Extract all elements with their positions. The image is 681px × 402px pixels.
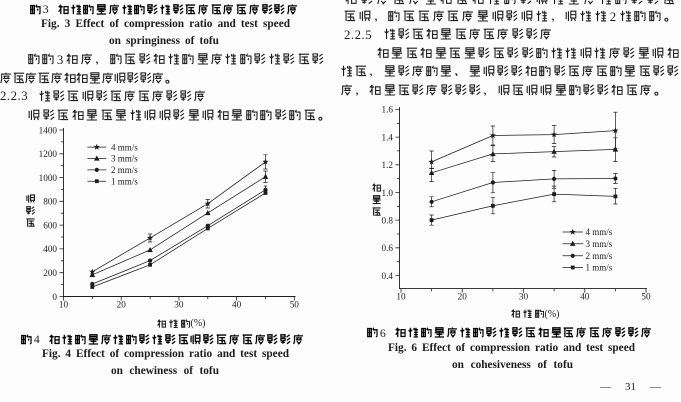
svg-text:400: 400 — [43, 244, 57, 254]
svg-text:0.8: 0.8 — [382, 215, 394, 225]
svg-text:2 mm/s: 2 mm/s — [111, 165, 138, 175]
svg-text:3 mm/s: 3 mm/s — [111, 154, 138, 164]
svg-text:30: 30 — [174, 300, 184, 310]
svg-text:20: 20 — [458, 292, 468, 302]
svg-text:40: 40 — [232, 300, 242, 310]
svg-text:40: 40 — [580, 292, 590, 302]
svg-text:1.0: 1.0 — [382, 188, 394, 198]
svg-text:50: 50 — [641, 292, 651, 302]
svg-text:10: 10 — [396, 292, 406, 302]
svg-text:0.6: 0.6 — [382, 243, 394, 253]
svg-text:1.4: 1.4 — [382, 132, 394, 142]
svg-text:1.6: 1.6 — [382, 105, 394, 115]
svg-text:800: 800 — [43, 197, 57, 207]
svg-text:4 mm/s: 4 mm/s — [586, 227, 613, 237]
svg-text:30: 30 — [519, 292, 529, 302]
svg-text:50: 50 — [290, 300, 300, 310]
svg-text:1 mm/s: 1 mm/s — [586, 263, 613, 273]
svg-text:200: 200 — [43, 268, 57, 278]
svg-text:600: 600 — [43, 220, 57, 230]
svg-text:0: 0 — [52, 292, 57, 302]
svg-text:20: 20 — [117, 300, 127, 310]
svg-text:1000: 1000 — [39, 173, 58, 183]
svg-text:2 mm/s: 2 mm/s — [586, 251, 613, 261]
svg-text:3 mm/s: 3 mm/s — [586, 239, 613, 249]
svg-text:1400: 1400 — [39, 125, 58, 135]
svg-text:1200: 1200 — [39, 149, 58, 159]
svg-text:4 mm/s: 4 mm/s — [111, 142, 138, 152]
svg-text:0.4: 0.4 — [382, 271, 394, 281]
svg-text:1.2: 1.2 — [382, 160, 394, 170]
svg-text:10: 10 — [59, 300, 69, 310]
svg-text:1 mm/s: 1 mm/s — [111, 176, 138, 186]
